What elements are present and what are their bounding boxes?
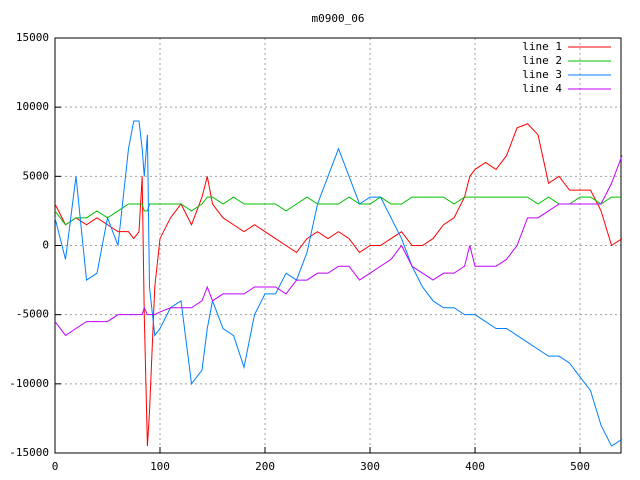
x-tick-label: 300 — [360, 460, 380, 473]
y-tick-label: -5000 — [16, 308, 49, 321]
data-line — [54, 120, 623, 447]
x-tick-label: 400 — [465, 460, 485, 473]
y-tick-label: 15000 — [16, 31, 49, 44]
legend-label: line 2 — [522, 54, 562, 67]
chart-title: m0900_06 — [312, 12, 365, 25]
y-tick-label: -15000 — [9, 446, 49, 459]
y-tick-label: -10000 — [9, 377, 49, 390]
x-tick-label: 200 — [255, 460, 275, 473]
y-tick-label: 10000 — [16, 100, 49, 113]
x-tick-label: 100 — [150, 460, 170, 473]
y-tick-label: 5000 — [23, 169, 50, 182]
data-line — [54, 123, 623, 447]
plot-border — [54, 37, 622, 454]
legend-label: line 1 — [522, 40, 562, 53]
legend-label: line 4 — [522, 82, 562, 95]
x-tick-label: 0 — [52, 460, 59, 473]
data-line — [54, 155, 623, 337]
y-tick-label: 0 — [42, 239, 49, 252]
legend-label: line 3 — [522, 68, 562, 81]
x-tick-label: 500 — [570, 460, 590, 473]
data-line — [54, 196, 623, 226]
